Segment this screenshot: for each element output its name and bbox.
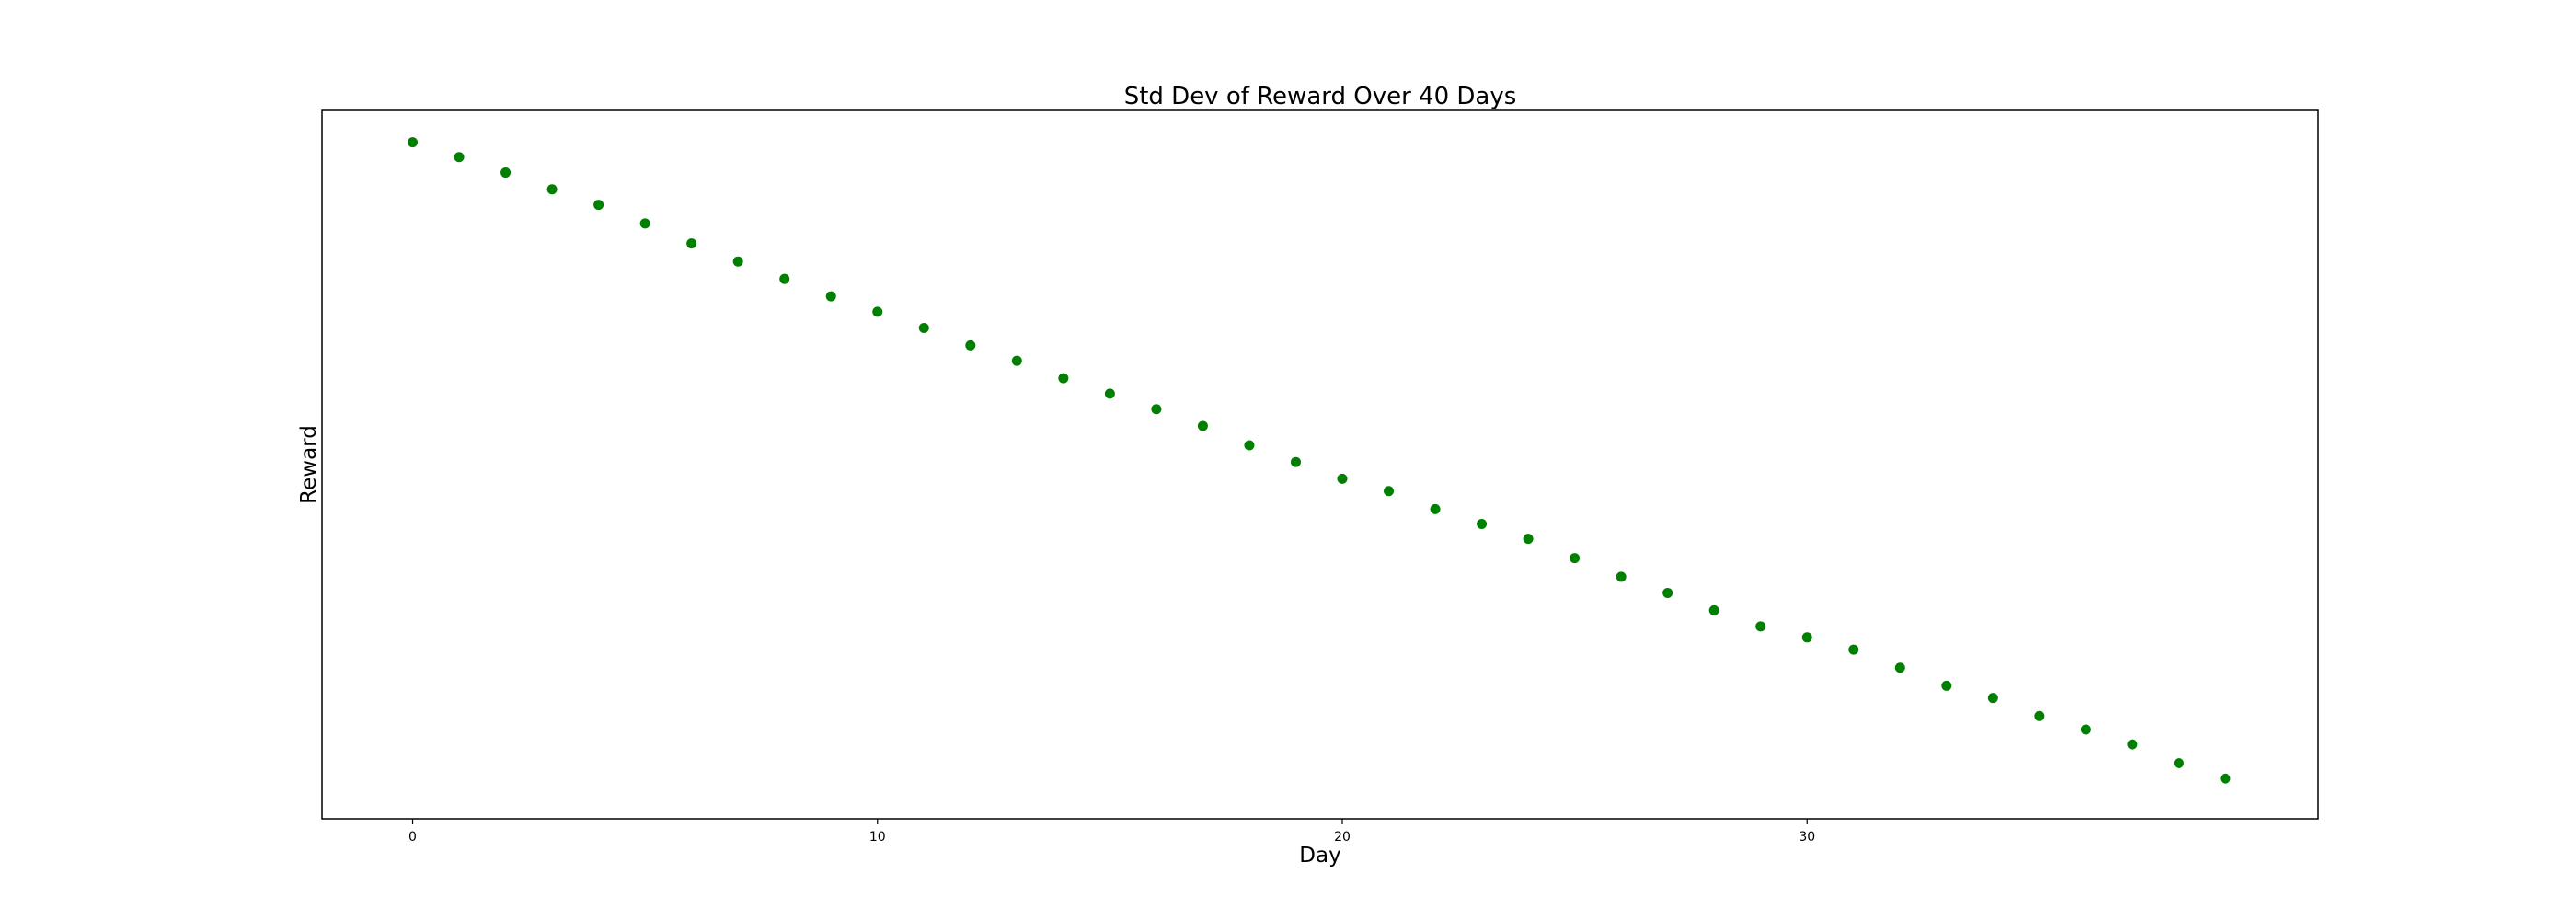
data-point — [825, 291, 836, 302]
data-point — [1570, 553, 1581, 564]
data-point — [1941, 680, 1952, 691]
data-point — [686, 238, 697, 249]
x-tick-label: 20 — [1334, 830, 1351, 845]
x-tick-label: 10 — [869, 830, 886, 845]
data-point — [1151, 404, 1162, 415]
data-point — [2127, 739, 2138, 750]
data-point — [2220, 773, 2231, 784]
data-point — [593, 200, 604, 211]
data-points — [408, 137, 2231, 784]
data-point — [1662, 587, 1673, 598]
data-point — [408, 137, 419, 148]
data-point — [1244, 440, 1255, 451]
data-point — [1197, 420, 1208, 431]
data-point — [1848, 644, 1859, 655]
data-point — [732, 256, 743, 267]
data-point — [1290, 456, 1301, 467]
data-point — [2173, 757, 2184, 768]
data-point — [1430, 503, 1441, 514]
x-tick-label: 30 — [1799, 830, 1815, 845]
data-point — [1104, 388, 1115, 399]
plot-area — [321, 109, 2319, 820]
x-axis-ticks: 0 10 20 30 — [408, 819, 1815, 845]
chart-title: Std Dev of Reward Over 40 Days — [1124, 83, 1517, 110]
data-point — [918, 322, 929, 333]
x-axis-label: Day — [1299, 844, 1340, 868]
data-point — [1384, 486, 1395, 497]
data-point — [1894, 662, 1905, 673]
data-point — [965, 339, 976, 351]
data-point — [2034, 710, 2045, 721]
data-point — [1616, 571, 1627, 582]
data-point — [500, 167, 512, 178]
data-point — [1523, 534, 1534, 545]
data-point — [1708, 604, 1719, 615]
data-point — [1801, 632, 1812, 643]
data-point — [639, 218, 650, 229]
data-point — [1477, 518, 1488, 529]
data-point — [1058, 373, 1069, 384]
data-point — [546, 184, 558, 195]
data-point — [1011, 355, 1022, 366]
data-point — [779, 273, 790, 284]
data-point — [1755, 621, 1766, 632]
data-point — [872, 306, 883, 317]
data-point — [1987, 693, 1998, 704]
data-point — [454, 152, 465, 163]
y-axis-label: Reward — [297, 425, 321, 504]
data-point — [1337, 473, 1348, 484]
data-point — [2080, 724, 2091, 735]
x-tick-label: 0 — [408, 830, 417, 845]
